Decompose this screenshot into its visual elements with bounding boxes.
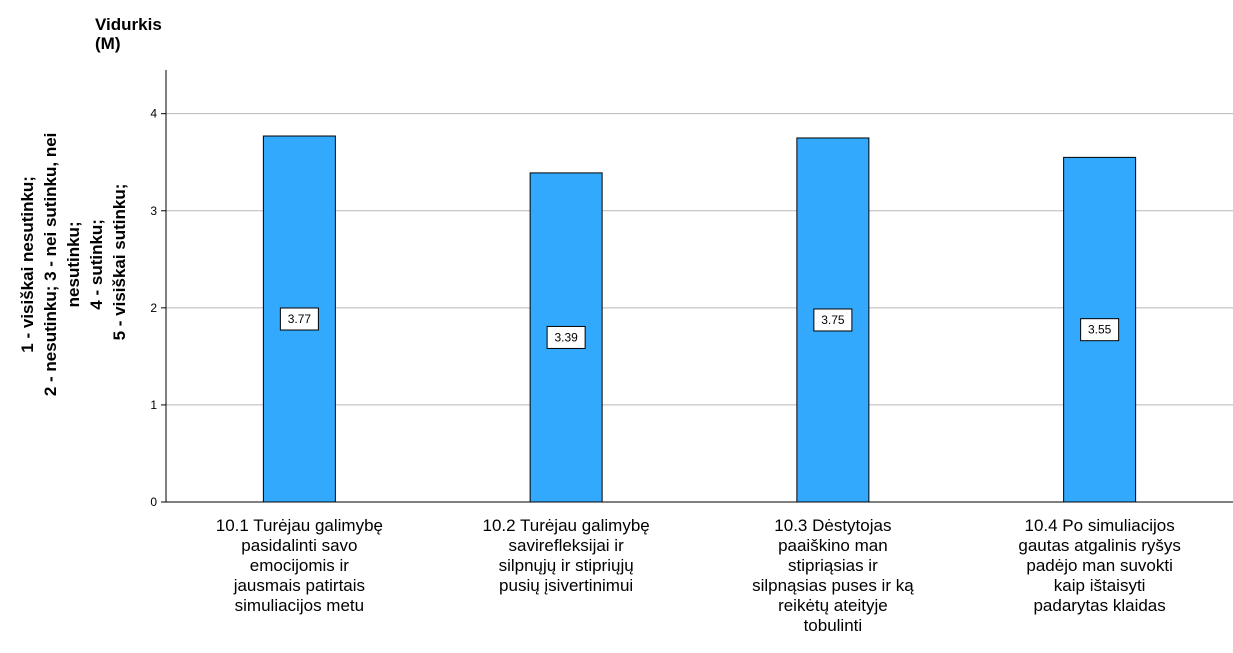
x-category-label: 10.3 Dėstytojas paaiškino man stipriąsias … — [752, 516, 914, 635]
y-axis-label-line: 1 - visiškai nesutinku; — [18, 176, 37, 353]
data-label: 3.39 — [546, 325, 586, 349]
x-category-label: 10.2 Turėjau galimybę savirefleksijai ir s… — [482, 516, 649, 595]
y-tick-label: 2 — [150, 301, 157, 315]
x-category-label-line: paaiškino man — [778, 536, 888, 555]
y-axis-label-line: 5 - visiškai sutinku; — [110, 184, 129, 341]
x-category-label-line: 10.4 Po simuliacijos — [1025, 516, 1175, 535]
x-category-label-line: savirefleksijai ir — [509, 536, 625, 555]
y-axis-label: 1 - visiškai nesutinku; 2 - nesutinku; 3… — [18, 128, 129, 396]
data-label-text: 3.77 — [288, 312, 312, 326]
y-title-line: Vidurkis — [95, 15, 162, 34]
y-title-line: (M) — [95, 34, 120, 53]
gridlines — [166, 113, 1233, 406]
x-category-label-line: 10.3 Dėstytojas — [774, 516, 891, 535]
x-category-label-line: 10.1 Turėjau galimybę — [216, 516, 383, 535]
x-category-label-line: reikėtų ateityje — [778, 596, 888, 615]
y-axis-label-line: 4 - sutinku; — [87, 219, 106, 310]
data-label-text: 3.39 — [554, 330, 578, 344]
y-title: Vidurkis (M) — [95, 15, 167, 53]
x-category-label-line: 10.2 Turėjau galimybę — [482, 516, 649, 535]
x-category-label: 10.1 Turėjau galimybę pasidalinti savo emo… — [216, 516, 383, 615]
x-category-label-line: tobulinti — [804, 616, 863, 635]
data-label: 3.75 — [813, 308, 853, 332]
category-labels: 10.1 Turėjau galimybę pasidalinti savo emo… — [216, 516, 1181, 635]
x-category-label-line: kaip ištaisyti — [1054, 576, 1146, 595]
x-category-label: 10.4 Po simuliacijos gautas atgalinis ryš… — [1018, 516, 1181, 615]
y-tick-label: 0 — [150, 495, 157, 509]
data-labels: 3.77 3.39 3.75 3.55 — [279, 307, 1120, 349]
data-label-box — [813, 308, 853, 332]
x-category-label-line: pasidalinti savo — [241, 536, 357, 555]
x-category-label-line: padarytas klaidas — [1033, 596, 1165, 615]
x-category-label-line: padėjo man suvokti — [1026, 556, 1172, 575]
data-label-text: 3.75 — [821, 313, 845, 327]
data-label-box — [546, 325, 586, 349]
x-category-label-line: gautas atgalinis ryšys — [1018, 536, 1181, 555]
axes — [165, 70, 1233, 503]
data-label-box — [1080, 318, 1120, 342]
x-category-label-line: simuliacijos metu — [235, 596, 364, 615]
y-tick-label: 4 — [150, 107, 157, 121]
bars — [262, 135, 1137, 503]
x-category-label-line: jausmais patirtais — [233, 576, 365, 595]
x-category-label-line: pusių įsivertinimui — [499, 576, 633, 595]
y-tick-label: 1 — [150, 398, 157, 412]
y-axis-label-line: nesutinku; — [64, 221, 83, 307]
y-ticks: 0 1 2 3 4 — [150, 107, 166, 509]
data-label: 3.55 — [1080, 318, 1120, 342]
x-category-label-line: emocijomis ir — [250, 556, 350, 575]
data-label: 3.77 — [279, 307, 319, 331]
y-axis-label-line: 2 - nesutinku; 3 - nei sutinku, nei — [41, 133, 60, 397]
x-category-label-line: stipriąsias ir — [788, 556, 878, 575]
y-tick-label: 3 — [150, 204, 157, 218]
data-label-text: 3.55 — [1088, 323, 1112, 337]
x-category-label-line: silpnąsias puses ir ką — [752, 576, 914, 595]
x-category-label-line: silpnųjų ir stipriųjų — [499, 556, 634, 575]
data-label-box — [279, 307, 319, 331]
